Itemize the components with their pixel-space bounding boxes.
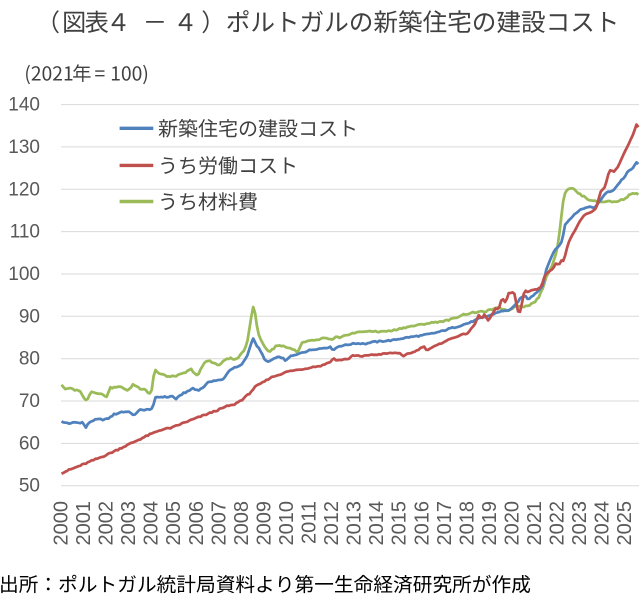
svg-text:2000: 2000 [51,501,73,546]
svg-text:2020: 2020 [502,501,524,546]
svg-text:140: 140 [8,95,40,116]
svg-text:2011: 2011 [299,501,321,544]
svg-text:2005: 2005 [163,501,185,546]
svg-text:100: 100 [8,264,40,285]
svg-text:110: 110 [10,222,40,243]
svg-text:2021: 2021 [524,501,546,546]
svg-text:120: 120 [8,179,40,200]
svg-text:2014: 2014 [366,501,388,546]
svg-text:60: 60 [19,433,40,454]
svg-text:2018: 2018 [456,501,478,546]
svg-text:2016: 2016 [411,501,433,546]
svg-text:130: 130 [8,137,40,158]
svg-text:2009: 2009 [253,501,275,546]
svg-text:50: 50 [19,476,40,497]
svg-text:2012: 2012 [321,501,343,546]
svg-text:2017: 2017 [434,501,456,546]
svg-text:2006: 2006 [186,501,208,546]
svg-text:2023: 2023 [569,501,591,546]
svg-text:70: 70 [19,391,40,412]
svg-text:2008: 2008 [231,501,253,546]
svg-text:2007: 2007 [208,501,230,546]
svg-text:80: 80 [19,349,40,370]
svg-text:2004: 2004 [141,501,163,546]
svg-text:2013: 2013 [344,501,366,546]
svg-text:90: 90 [19,306,40,327]
svg-text:2002: 2002 [96,501,118,546]
svg-text:2001: 2001 [73,501,95,546]
svg-text:2022: 2022 [547,501,569,546]
svg-text:2024: 2024 [592,501,614,546]
svg-text:2019: 2019 [479,501,501,545]
svg-text:2010: 2010 [276,501,298,546]
svg-text:2003: 2003 [118,501,140,546]
svg-text:2015: 2015 [389,501,411,546]
svg-text:2025: 2025 [614,501,636,546]
